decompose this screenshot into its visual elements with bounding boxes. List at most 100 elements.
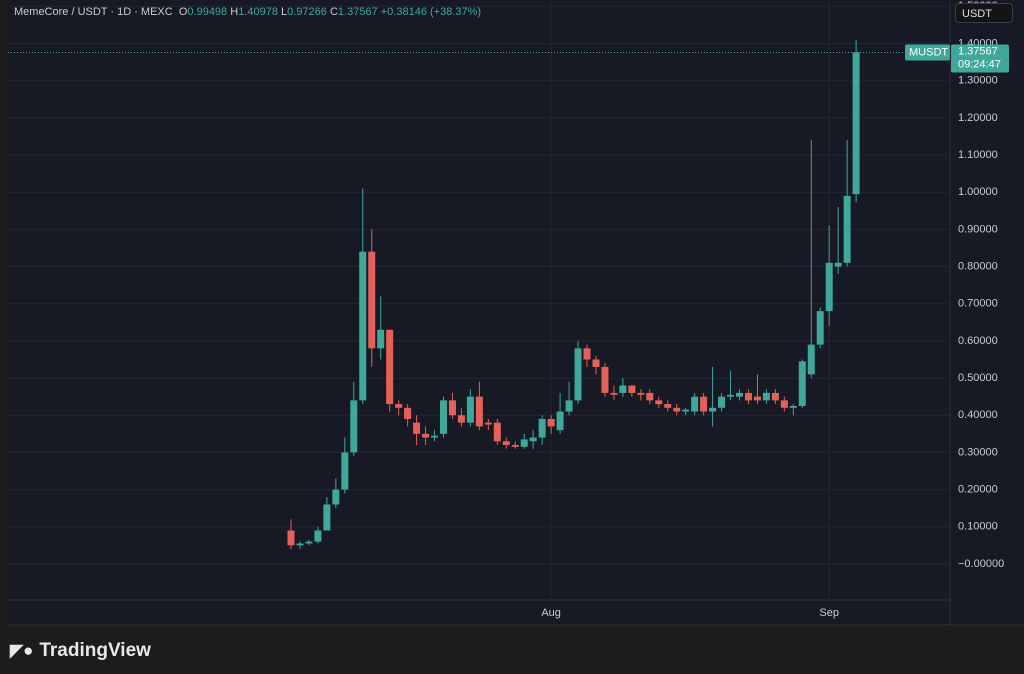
candle-body <box>655 400 663 405</box>
x-tick-label: Sep <box>819 607 839 619</box>
candle-body <box>431 435 439 438</box>
candle-body <box>789 405 797 408</box>
candle-body <box>368 251 376 349</box>
ohlc-value: 0.97266 <box>287 6 327 18</box>
candle-body <box>610 392 618 395</box>
candle-body <box>457 415 465 423</box>
candle-body <box>682 409 690 412</box>
candle-body <box>771 392 779 401</box>
candle-body <box>520 439 528 447</box>
candle-body <box>296 543 304 546</box>
ohlc-label: L <box>281 6 288 18</box>
candle-body <box>762 392 770 401</box>
y-tick-label: 0.70000 <box>958 298 998 310</box>
candle-body <box>466 396 474 423</box>
price-tag-value: 1.37567 <box>958 45 998 57</box>
candle-body <box>493 422 501 442</box>
grid <box>8 0 950 600</box>
candle-body <box>439 400 447 434</box>
brand-logo: ◤● TradingView <box>10 640 151 661</box>
candle-body <box>314 530 322 542</box>
candle-body <box>583 348 591 360</box>
candle-body <box>448 400 456 416</box>
y-tick-label: 0.80000 <box>958 260 998 272</box>
candle-body <box>637 392 645 395</box>
candle-body <box>574 348 582 401</box>
candle-body <box>305 541 313 544</box>
candle-body <box>511 444 519 447</box>
y-tick-label: 1.30000 <box>958 75 998 87</box>
ohlc-value: 1.40978 <box>238 6 278 18</box>
candle-body <box>628 385 636 393</box>
change: +0.38146 <box>380 6 427 18</box>
candle-body <box>395 404 403 408</box>
candle-body <box>691 396 699 412</box>
candle-body <box>727 394 735 397</box>
candle-body <box>834 262 842 267</box>
candle-body <box>780 400 788 408</box>
ohlc-value: 1.37567 <box>337 6 378 18</box>
y-tick-label: 1.20000 <box>958 112 998 124</box>
symbol-tag <box>905 44 950 61</box>
currency-button[interactable]: USDT <box>955 3 1013 23</box>
candle-body <box>341 452 349 490</box>
candle-body <box>673 407 681 412</box>
candle-body <box>556 411 564 431</box>
candle-body <box>664 404 672 408</box>
candle-body <box>475 396 483 427</box>
price-tag <box>951 44 1009 73</box>
candle-body <box>592 359 600 367</box>
symbol: MemeCore / USDT · 1D · MEXC <box>14 6 173 18</box>
y-tick-label: 1.00000 <box>958 186 998 198</box>
change-pct: (+38.37%) <box>430 6 482 18</box>
brand-name: TradingView <box>39 640 151 661</box>
y-tick-label: 0.40000 <box>958 409 998 421</box>
candle-body <box>359 251 367 401</box>
candle-body <box>700 396 708 412</box>
y-tick-label: 0.90000 <box>958 223 998 235</box>
y-tick-label: 0.50000 <box>958 372 998 384</box>
candle-body <box>404 407 412 419</box>
candle-body <box>529 437 537 442</box>
candle-body <box>798 361 806 406</box>
candle-body <box>386 329 394 405</box>
candle-body <box>601 366 609 393</box>
candle-body <box>816 311 824 345</box>
candle-body <box>323 504 331 531</box>
price-tag-countdown: 09:24:47 <box>958 58 1001 70</box>
candle-body <box>287 530 295 546</box>
y-tick-label: 0.20000 <box>958 483 998 495</box>
y-tick-label: 0.60000 <box>958 335 998 347</box>
candle-body <box>377 329 385 349</box>
candle-body <box>852 52 860 195</box>
candle-body <box>502 441 510 445</box>
candle-body <box>753 396 761 401</box>
candle-body <box>744 392 752 401</box>
candle-body <box>709 407 717 412</box>
candle-body <box>422 433 430 438</box>
candle-body <box>565 400 573 412</box>
symbol-tag-label: MUSDT <box>909 46 948 58</box>
plot-bg <box>8 0 950 625</box>
candle-body <box>547 418 555 427</box>
candle-body <box>538 418 546 438</box>
candle-body <box>413 422 421 434</box>
candle-body <box>807 344 815 375</box>
candle-body <box>350 400 358 453</box>
candle-body <box>736 392 743 397</box>
candle-body <box>484 422 492 425</box>
y-tick-label: 0.10000 <box>958 521 998 533</box>
candle-body <box>843 195 851 263</box>
ohlc-label: O <box>178 6 188 18</box>
candle-body <box>718 396 726 408</box>
candle-body <box>646 392 654 401</box>
ohlc-value: 0.99498 <box>187 6 228 18</box>
candle-body <box>332 489 340 505</box>
ohlc-label: C <box>329 6 338 18</box>
candle-body <box>619 385 627 393</box>
axis-bg <box>950 0 1024 625</box>
x-tick-label: Aug <box>541 607 561 619</box>
legend-header: MemeCore / USDT · 1D · MEXC O0.99498 H1.… <box>14 6 481 18</box>
